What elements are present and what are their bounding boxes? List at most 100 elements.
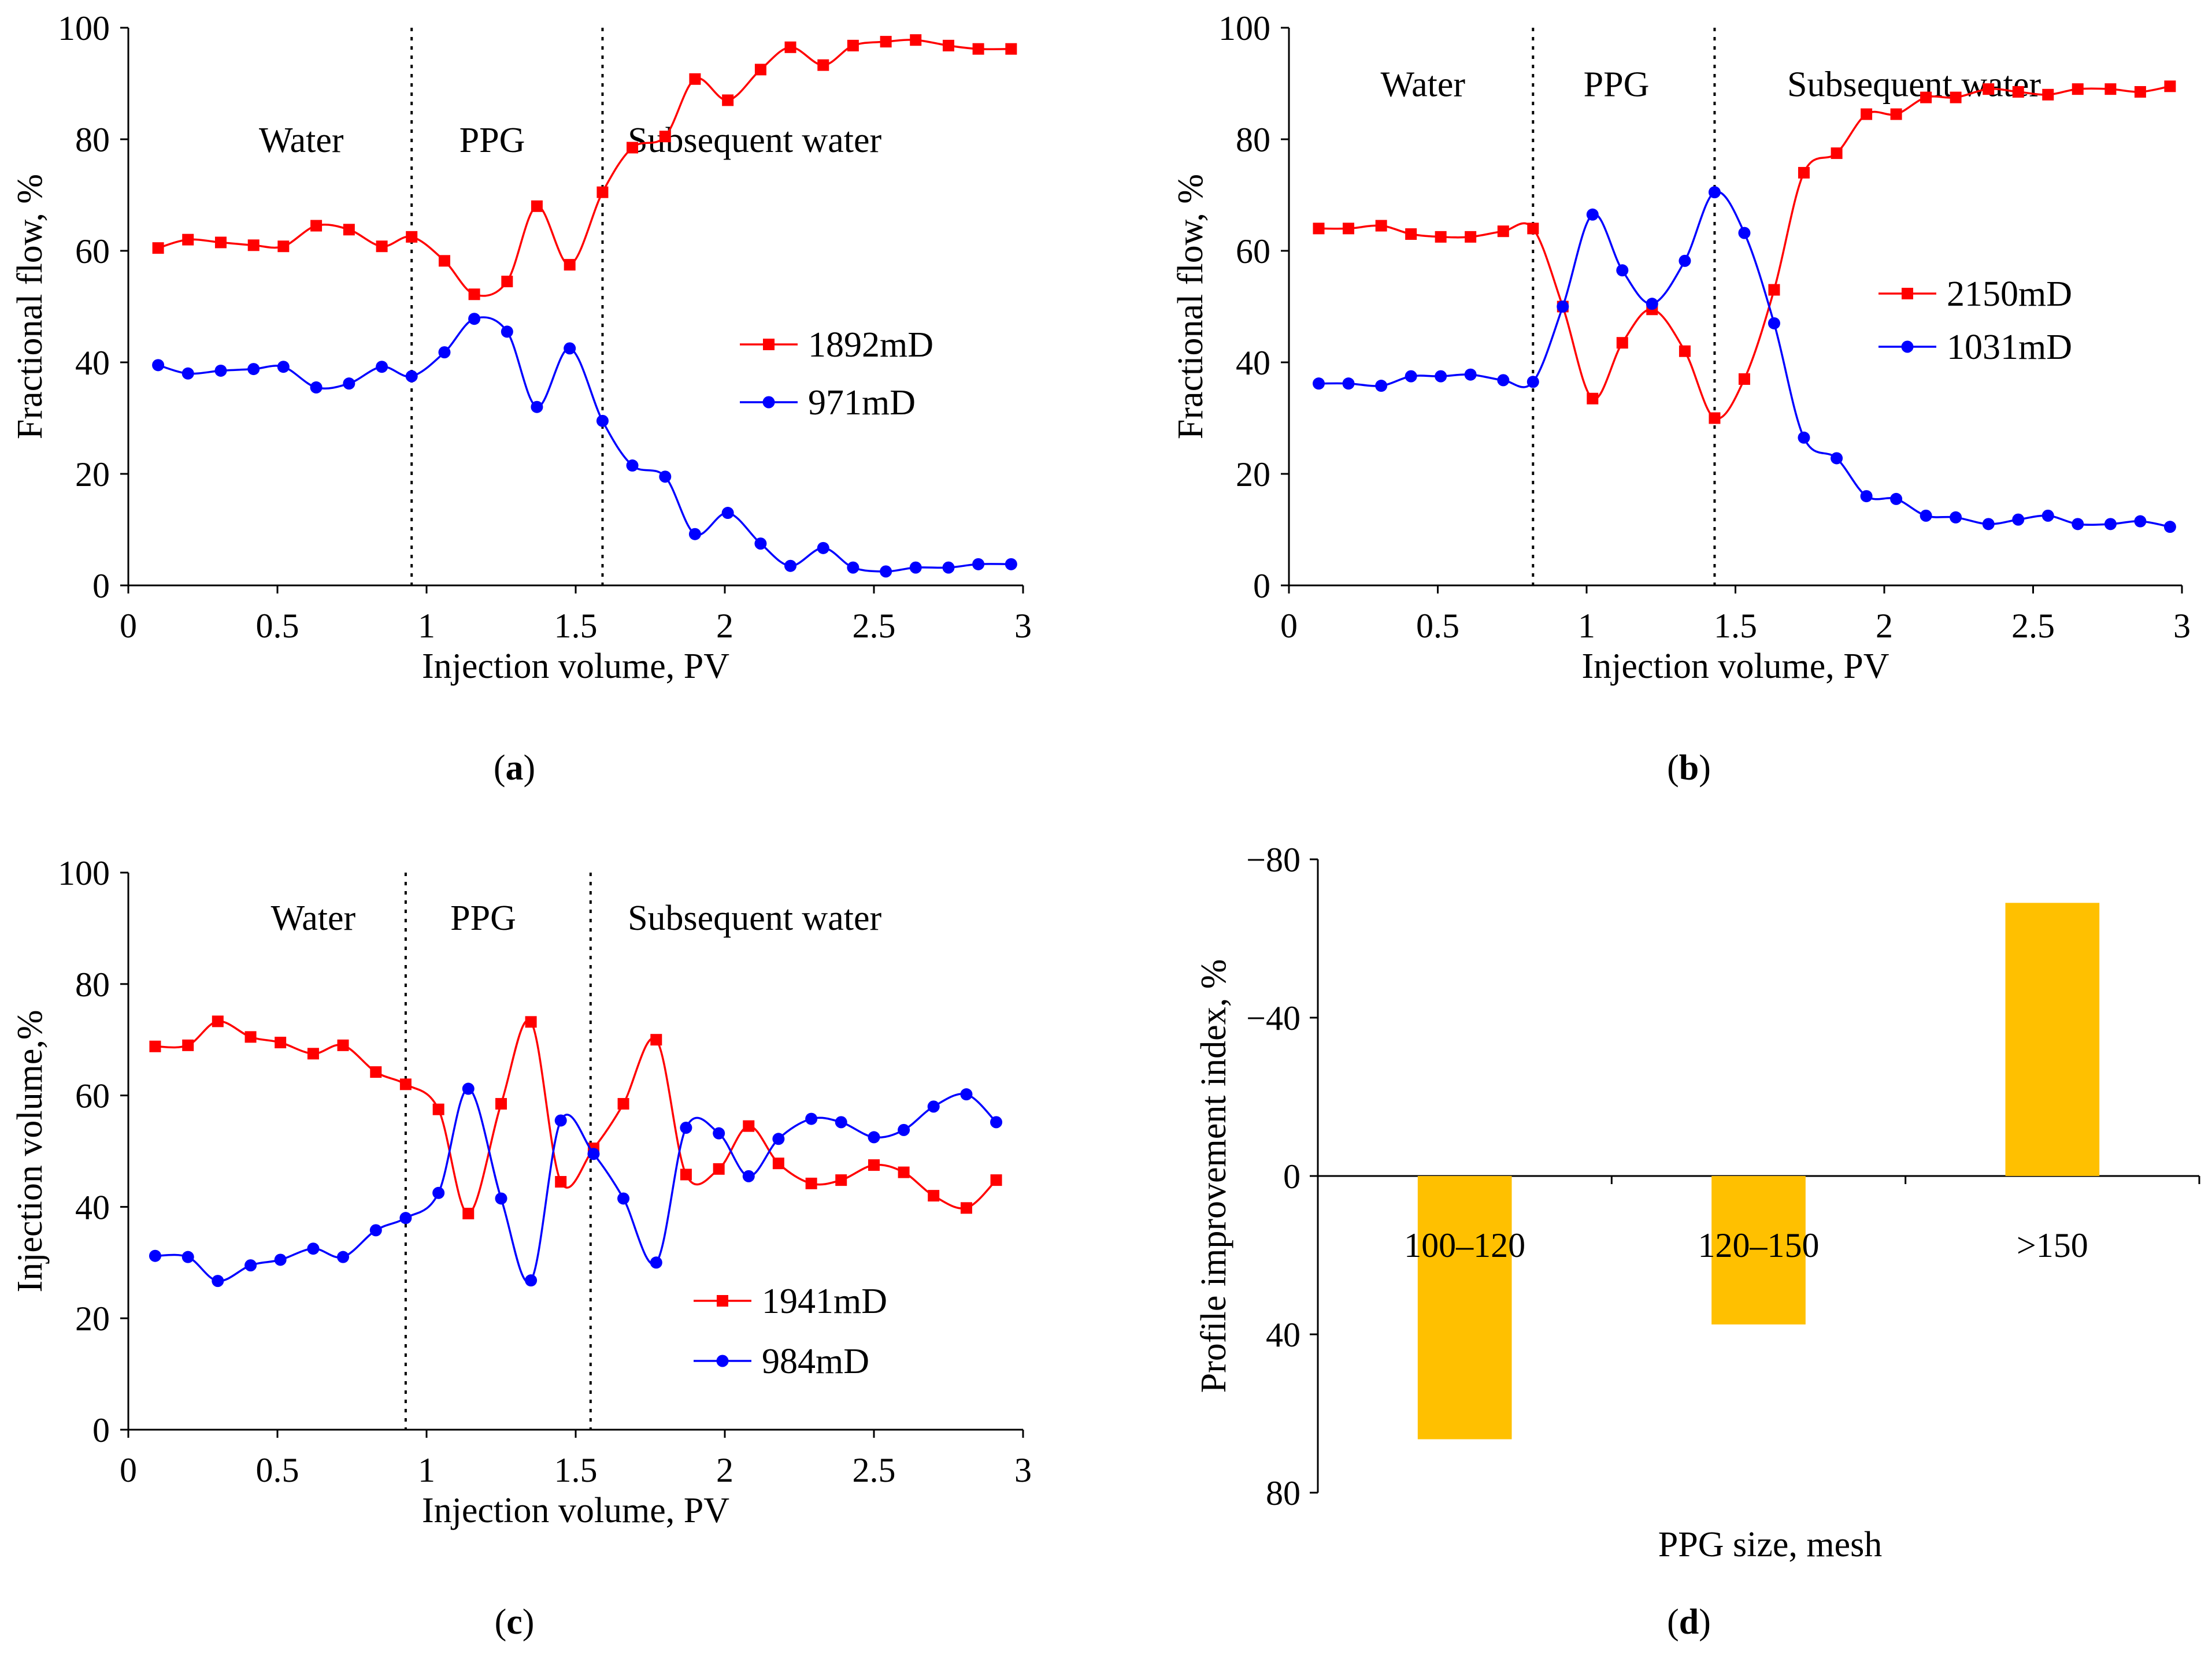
bar-100–120 bbox=[1417, 1176, 1512, 1440]
category-label: >150 bbox=[2017, 1226, 2088, 1264]
data-point-square bbox=[214, 236, 227, 248]
data-point-circle bbox=[564, 342, 576, 355]
data-point-square bbox=[880, 36, 892, 48]
data-point-square bbox=[680, 1168, 692, 1181]
data-point-circle bbox=[1342, 377, 1355, 390]
legend-label: 971mD bbox=[808, 383, 916, 422]
phase-label: PPG bbox=[1584, 65, 1650, 105]
data-point-square bbox=[1768, 284, 1780, 296]
x-tick-label: 1.5 bbox=[554, 1451, 598, 1489]
data-point-circle bbox=[501, 325, 513, 338]
legend-marker-circle bbox=[716, 1355, 729, 1367]
category-label: 100–120 bbox=[1404, 1226, 1525, 1264]
data-point-circle bbox=[274, 1253, 287, 1266]
data-point-square bbox=[1527, 222, 1539, 235]
data-point-circle bbox=[847, 561, 859, 574]
x-axis-title: Injection volume, PV bbox=[1581, 647, 1889, 686]
y-tick-label: 80 bbox=[75, 966, 110, 1004]
data-point-square bbox=[277, 240, 290, 253]
data-point-circle bbox=[2104, 518, 2117, 530]
data-point-circle bbox=[212, 1275, 224, 1288]
data-point-circle bbox=[554, 1114, 567, 1127]
y-tick-label: 100 bbox=[1218, 9, 1270, 47]
x-axis-title: PPG size, mesh bbox=[1658, 1525, 1883, 1564]
data-point-square bbox=[1465, 231, 1477, 243]
data-point-square bbox=[943, 39, 954, 51]
data-point-circle bbox=[927, 1100, 940, 1113]
x-tick-label: 2.5 bbox=[853, 607, 896, 645]
data-point-square bbox=[1950, 91, 1962, 103]
y-tick-label: 80 bbox=[75, 121, 110, 159]
data-point-circle bbox=[307, 1242, 320, 1255]
data-point-circle bbox=[1768, 317, 1780, 329]
phase-label: PPG bbox=[450, 899, 516, 938]
series-line-1031mD bbox=[1318, 190, 2170, 528]
data-point-square bbox=[972, 43, 984, 55]
data-point-square bbox=[743, 1120, 755, 1132]
data-point-circle bbox=[742, 1170, 755, 1182]
panel-d-chart: −80 −40 0 40 80 100–120 120–150 >150 PPG size, m… bbox=[1194, 841, 2200, 1642]
data-point-circle bbox=[1526, 376, 1539, 388]
x-tick-label: 0 bbox=[120, 1451, 137, 1489]
data-point-square bbox=[212, 1015, 224, 1027]
data-point-square bbox=[754, 64, 766, 76]
data-point-circle bbox=[1982, 518, 1995, 530]
data-point-square bbox=[343, 224, 355, 236]
data-point-square bbox=[307, 1048, 319, 1060]
y-tick-label: 40 bbox=[1266, 1316, 1300, 1354]
data-point-circle bbox=[626, 459, 639, 472]
data-point-square bbox=[805, 1177, 817, 1189]
x-tick-label: 1.5 bbox=[1714, 607, 1757, 645]
data-point-circle bbox=[2134, 515, 2147, 528]
legend-label: 1892mD bbox=[808, 325, 933, 365]
x-tick-label: 0 bbox=[120, 607, 137, 645]
series-line-984mD bbox=[155, 1088, 997, 1283]
y-axis-title: Fractional flow, % bbox=[10, 174, 50, 439]
y-tick-label: −80 bbox=[1246, 841, 1300, 879]
data-point-square bbox=[310, 220, 323, 232]
data-point-circle bbox=[1920, 509, 1932, 522]
data-point-circle bbox=[990, 1116, 1003, 1129]
y-tick-label: 0 bbox=[1253, 567, 1270, 605]
data-point-square bbox=[898, 1166, 910, 1178]
data-point-square bbox=[149, 1040, 161, 1052]
data-point-circle bbox=[2163, 521, 2176, 533]
x-tick-label: 3 bbox=[1014, 607, 1032, 645]
bar-120–150 bbox=[1711, 1176, 1806, 1325]
legend-label: 1941mD bbox=[762, 1282, 887, 1321]
phase-label: Water bbox=[271, 899, 356, 938]
data-point-square bbox=[627, 142, 639, 154]
data-point-circle bbox=[898, 1123, 910, 1136]
data-point-circle bbox=[868, 1131, 880, 1144]
data-point-circle bbox=[310, 381, 323, 394]
data-point-square bbox=[2072, 83, 2084, 95]
data-point-square bbox=[1890, 108, 1902, 120]
data-point-square bbox=[275, 1037, 287, 1049]
data-point-circle bbox=[181, 1251, 194, 1263]
panel-label-d: (d) bbox=[1667, 1602, 1711, 1642]
legend-marker-square bbox=[717, 1295, 728, 1307]
data-point-square bbox=[399, 1078, 412, 1090]
data-point-circle bbox=[1435, 370, 1447, 383]
data-point-square bbox=[247, 239, 260, 251]
series-line-2150mD bbox=[1318, 85, 2170, 420]
data-point-square bbox=[406, 231, 418, 243]
data-point-square bbox=[525, 1016, 537, 1028]
data-point-circle bbox=[713, 1127, 725, 1140]
data-point-circle bbox=[369, 1224, 382, 1237]
data-point-circle bbox=[617, 1192, 630, 1205]
x-tick-label: 3 bbox=[1014, 1451, 1032, 1489]
legend-marker-circle bbox=[762, 396, 775, 409]
data-point-square bbox=[2042, 88, 2054, 101]
y-tick-label: 0 bbox=[92, 1411, 110, 1449]
y-tick-label: 20 bbox=[75, 1300, 110, 1338]
data-point-circle bbox=[1738, 227, 1751, 239]
legend-label: 984mD bbox=[762, 1342, 869, 1381]
data-point-circle bbox=[1831, 452, 1843, 465]
x-tick-label: 2 bbox=[716, 607, 733, 645]
y-tick-label: 60 bbox=[75, 232, 110, 270]
data-point-circle bbox=[942, 561, 955, 574]
data-point-circle bbox=[1798, 431, 1810, 444]
data-point-square bbox=[182, 1039, 194, 1051]
data-point-circle bbox=[1586, 208, 1599, 221]
